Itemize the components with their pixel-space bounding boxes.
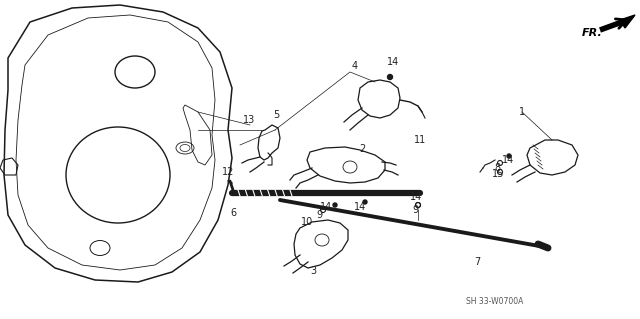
Text: 10: 10 bbox=[301, 217, 313, 227]
Ellipse shape bbox=[507, 154, 511, 158]
Ellipse shape bbox=[387, 75, 392, 79]
Text: 14: 14 bbox=[387, 57, 399, 67]
Text: 3: 3 bbox=[310, 266, 316, 276]
Text: 7: 7 bbox=[474, 257, 480, 267]
Text: SH 33-W0700A: SH 33-W0700A bbox=[466, 298, 524, 307]
Text: 9: 9 bbox=[412, 205, 418, 215]
Text: 11: 11 bbox=[414, 135, 426, 145]
Text: 13: 13 bbox=[243, 115, 255, 125]
Text: 14: 14 bbox=[320, 202, 332, 212]
Text: 12: 12 bbox=[222, 167, 234, 177]
Text: 6: 6 bbox=[230, 208, 236, 218]
Text: 1: 1 bbox=[519, 107, 525, 117]
Text: 14: 14 bbox=[410, 192, 422, 202]
Text: 9: 9 bbox=[316, 210, 322, 220]
Polygon shape bbox=[620, 15, 635, 28]
Text: 4: 4 bbox=[352, 61, 358, 71]
Text: 5: 5 bbox=[273, 110, 279, 120]
Text: 14: 14 bbox=[354, 202, 366, 212]
Text: 14: 14 bbox=[502, 155, 514, 165]
Ellipse shape bbox=[363, 200, 367, 204]
Text: 2: 2 bbox=[359, 144, 365, 154]
Text: FR.: FR. bbox=[582, 28, 603, 38]
Text: 15: 15 bbox=[492, 169, 504, 179]
Ellipse shape bbox=[333, 203, 337, 207]
Text: 8: 8 bbox=[494, 163, 500, 173]
